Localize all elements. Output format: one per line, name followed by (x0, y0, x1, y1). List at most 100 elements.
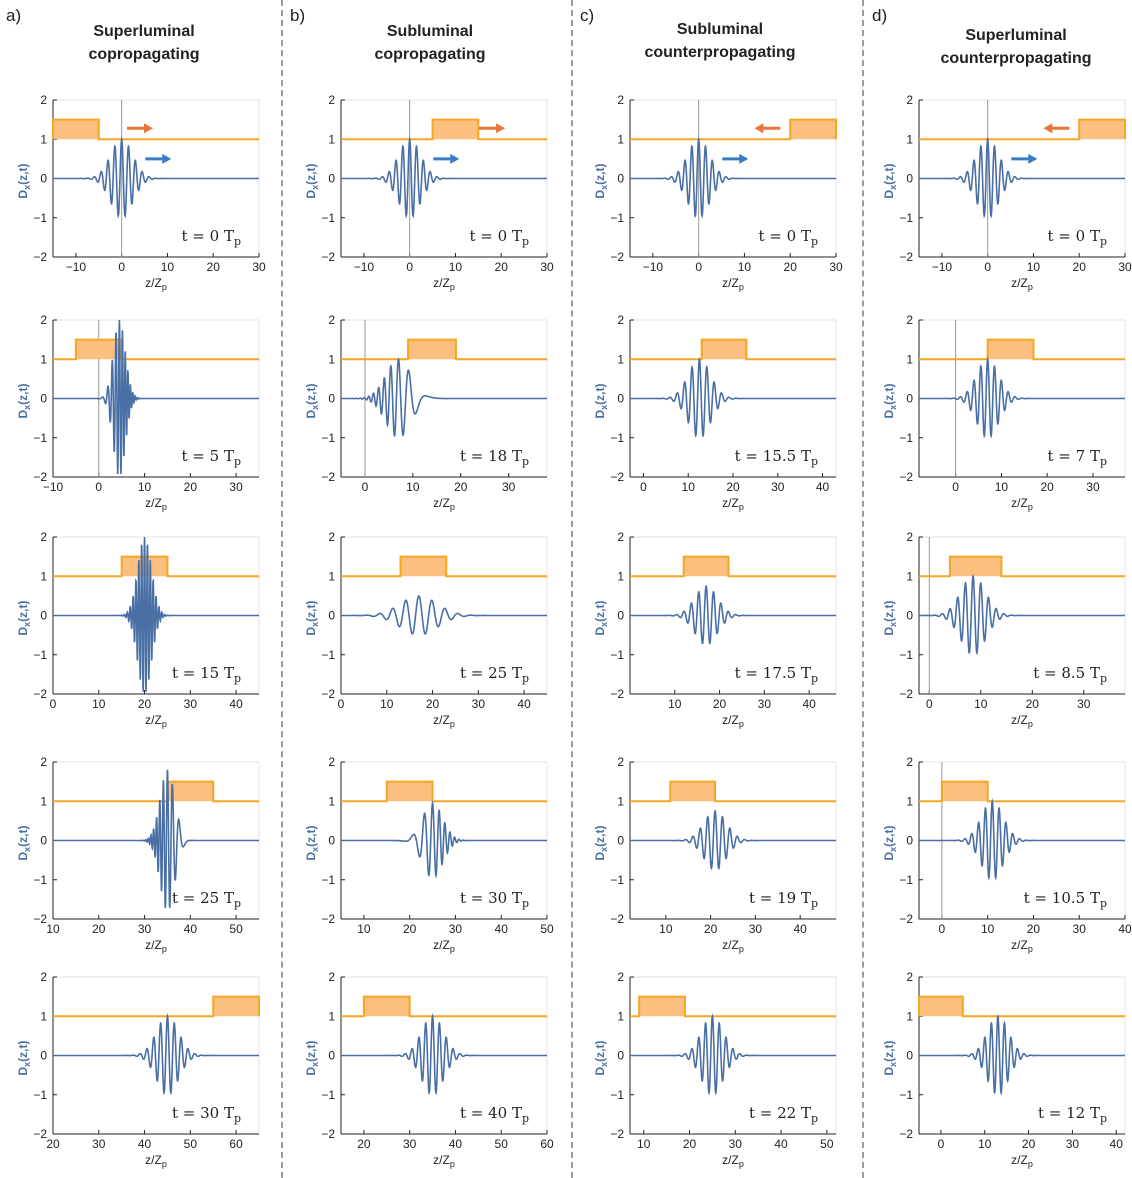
step-fill (919, 996, 963, 1017)
x-label-part: z/Z (1011, 496, 1028, 510)
x-tick-label: 10 (659, 922, 673, 936)
step-fill (213, 996, 259, 1017)
step-fill (639, 996, 685, 1017)
y-tick-label: 1 (40, 1009, 47, 1023)
step-profile (919, 118, 1126, 141)
time-label-subscript: p (811, 897, 818, 910)
y-tick-label: 0 (906, 834, 913, 848)
y-tick-label: 1 (328, 1009, 335, 1023)
y-tick-label: 2 (617, 755, 624, 769)
time-label: t = 15 Tp (172, 664, 241, 685)
y-label-part: (z,t) (882, 825, 896, 846)
x-label-part: z/Z (1011, 713, 1028, 727)
y-tick-label: 0 (617, 392, 624, 406)
x-tick-label: 40 (774, 1137, 788, 1151)
y-tick-label: −2 (33, 250, 47, 264)
step-fill (408, 339, 456, 360)
y-axis-label: Dx(z,t) (593, 383, 609, 418)
time-label-text: t = 7 T (1048, 447, 1100, 465)
step-fill (363, 996, 410, 1017)
x-tick-label: 30 (403, 1137, 417, 1151)
step-profile (919, 780, 1125, 803)
y-label-part: x (599, 622, 609, 627)
time-label-subscript: p (1100, 235, 1107, 248)
step-fill (670, 781, 716, 802)
y-label-part: x (310, 185, 320, 190)
y-tick-label: 0 (617, 172, 624, 186)
x-label-part: p (739, 719, 744, 729)
y-label-part: (z,t) (16, 163, 30, 184)
x-tick-label: 0 (640, 480, 647, 494)
y-tick-label: 2 (617, 970, 624, 984)
x-axis-label: z/Zp (433, 276, 455, 292)
y-tick-label: −2 (899, 470, 913, 484)
time-label-text: t = 15.5 T (735, 447, 811, 465)
y-axis-label: Dx(z,t) (882, 600, 898, 635)
y-tick-label: 0 (40, 834, 47, 848)
y-label-part: x (888, 185, 898, 190)
y-tick-label: −1 (33, 211, 47, 225)
time-label-subscript: p (811, 455, 818, 468)
x-tick-label: 40 (449, 1137, 463, 1151)
x-tick-label: 10 (406, 480, 420, 494)
y-label-part: D (304, 190, 318, 199)
time-label: t = 5 Tp (182, 447, 242, 468)
column-divider (862, 0, 864, 1178)
y-tick-label: −2 (899, 250, 913, 264)
x-tick-label: 30 (1066, 1137, 1080, 1151)
x-axis-label: z/Zp (1011, 1153, 1033, 1169)
x-tick-label: 10 (449, 260, 463, 274)
direction-arrowhead (1028, 153, 1038, 164)
x-tick-label: 0 (952, 480, 959, 494)
y-axis-label: Dx(z,t) (593, 1040, 609, 1075)
y-tick-label: 0 (40, 1049, 47, 1063)
y-tick-label: 0 (906, 609, 913, 623)
y-tick-label: −1 (899, 431, 913, 445)
x-tick-label: 60 (229, 1137, 243, 1151)
y-tick-label: 0 (328, 1049, 335, 1063)
y-label-part: D (882, 627, 896, 636)
wave-packet (53, 319, 259, 475)
time-label: t = 10.5 Tp (1024, 889, 1107, 910)
direction-arrowhead (450, 153, 460, 164)
time-label: t = 0 Tp (759, 227, 819, 248)
y-axis-label: Dx(z,t) (593, 825, 609, 860)
x-label-part: p (450, 282, 455, 292)
time-label-subscript: p (1100, 1112, 1107, 1125)
y-label-part: (z,t) (882, 163, 896, 184)
step-profile (919, 555, 1125, 578)
y-label-part: x (310, 405, 320, 410)
x-tick-label: 0 (50, 697, 57, 711)
x-tick-label: 30 (1073, 922, 1087, 936)
x-tick-label: 20 (495, 260, 509, 274)
time-label: t = 40 Tp (460, 1104, 529, 1125)
y-tick-label: 0 (40, 172, 47, 186)
time-label-subscript: p (1100, 897, 1107, 910)
direction-arrowhead (143, 123, 153, 134)
wave-packet (919, 798, 1125, 881)
column-title-line1: Superluminal (965, 27, 1067, 44)
y-tick-label: −2 (899, 912, 913, 926)
x-label-part: p (1028, 944, 1033, 954)
direction-arrowhead (162, 153, 172, 164)
x-tick-label: 30 (749, 922, 763, 936)
time-label-text: t = 19 T (749, 889, 811, 907)
y-tick-label: 2 (40, 530, 47, 544)
x-tick-label: 30 (1118, 260, 1132, 274)
x-tick-label: 30 (229, 480, 243, 494)
step-profile (630, 780, 836, 803)
x-tick-label: 50 (540, 922, 554, 936)
y-tick-label: −2 (321, 687, 335, 701)
time-label-text: t = 0 T (470, 227, 522, 245)
wave-packet (919, 574, 1125, 656)
time-label-text: t = 8.5 T (1033, 664, 1100, 682)
x-tick-label: 20 (683, 1137, 697, 1151)
